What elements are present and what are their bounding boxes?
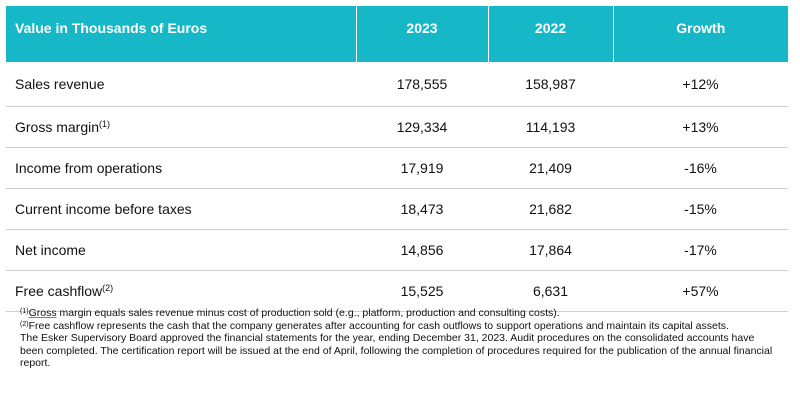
footnote-marker: (1) — [99, 119, 111, 129]
row-label: Current income before taxes — [6, 188, 356, 230]
growth-value: +12% — [613, 62, 788, 107]
value-2023: 14,856 — [356, 229, 488, 271]
table-row: Gross margin(1) 129,334 114,193 +13% — [6, 106, 788, 148]
header-growth: Growth — [612, 6, 788, 62]
row-label: Income from operations — [6, 147, 356, 189]
footnotes: (1)Gross margin equals sales revenue min… — [20, 307, 780, 370]
growth-value: -15% — [613, 188, 788, 230]
value-2023: 18,473 — [356, 188, 488, 230]
value-2023: 15,525 — [356, 270, 488, 312]
header-2022: 2022 — [487, 6, 613, 62]
footnote-1: (1)Gross margin equals sales revenue min… — [20, 307, 780, 320]
footnote-marker: (2) — [102, 283, 114, 293]
row-label: Gross margin(1) — [6, 106, 356, 148]
growth-value: -16% — [613, 147, 788, 189]
growth-value: +13% — [613, 106, 788, 148]
footnote-2-text: Free cashflow represents the cash that t… — [28, 319, 729, 332]
footnote-1-text: margin equals sales revenue minus cost o… — [56, 307, 560, 319]
table-row: Sales revenue 178,555 158,987 +12% — [6, 62, 788, 107]
footnote-1-keyword: Gross — [28, 307, 57, 319]
footnote-1-marker: (1) — [20, 308, 29, 315]
value-2023: 129,334 — [356, 106, 488, 148]
value-2022: 158,987 — [488, 62, 613, 107]
table-row: Free cashflow(2) 15,525 6,631 +57% — [6, 270, 788, 312]
value-2022: 21,682 — [488, 188, 613, 230]
value-2023: 17,919 — [356, 147, 488, 189]
table-header: Value in Thousands of Euros 2023 2022 Gr… — [6, 6, 788, 62]
value-2022: 114,193 — [488, 106, 613, 148]
growth-value: -17% — [613, 229, 788, 271]
board-approval-note: The Esker Supervisory Board approved the… — [20, 332, 773, 369]
value-2023: 178,555 — [356, 62, 488, 107]
header-2023: 2023 — [355, 6, 488, 62]
table-row: Current income before taxes 18,473 21,68… — [6, 188, 788, 230]
value-2022: 21,409 — [488, 147, 613, 189]
footnote-2: (2)Free cashflow represents the cash tha… — [20, 320, 780, 333]
growth-value: +57% — [613, 270, 788, 312]
header-metric: Value in Thousands of Euros — [6, 6, 356, 62]
value-2022: 17,864 — [488, 229, 613, 271]
value-2022: 6,631 — [488, 270, 613, 312]
row-label: Net income — [6, 229, 356, 271]
footnote-2-marker: (2) — [20, 320, 29, 328]
table-row: Net income 14,856 17,864 -17% — [6, 229, 788, 271]
financial-table: Value in Thousands of Euros 2023 2022 Gr… — [6, 6, 788, 312]
row-label: Free cashflow(2) — [6, 270, 356, 312]
table-row: Income from operations 17,919 21,409 -16… — [6, 147, 788, 189]
row-label: Sales revenue — [6, 62, 356, 107]
